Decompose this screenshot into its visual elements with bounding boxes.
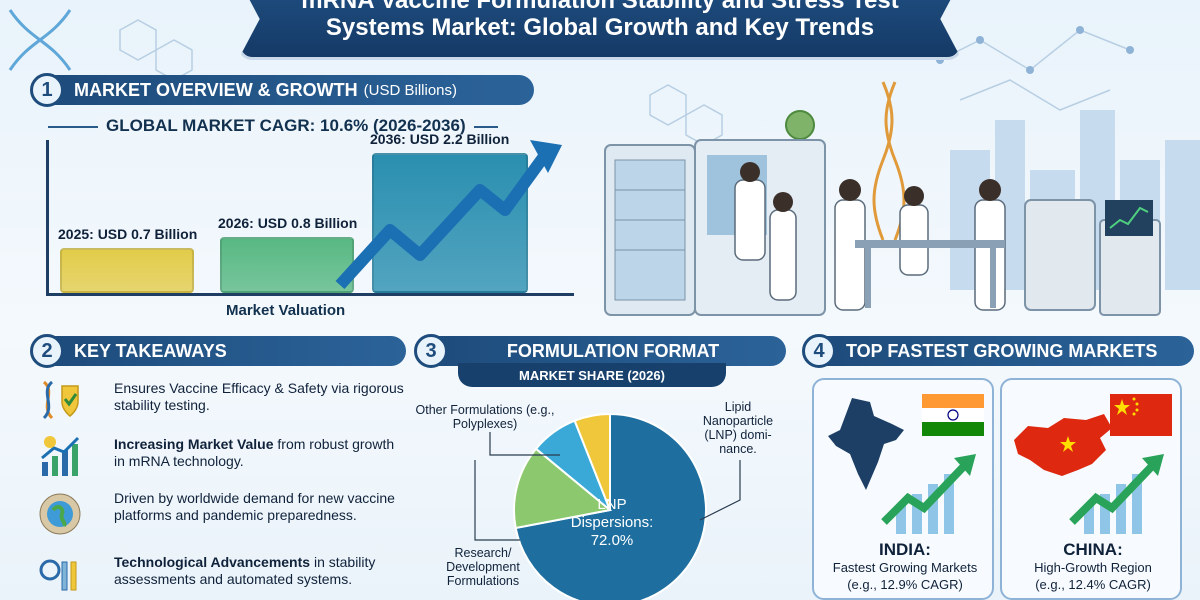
page-title-line-2: Systems Market: Global Growth and Key Tr… <box>325 14 875 41</box>
china-growth-icon <box>1069 454 1164 534</box>
formulation-pie-chart <box>513 412 707 600</box>
market-card-india: INDIA: Fastest Growing Markets (e.g., 12… <box>812 378 994 600</box>
takeaway-item-3-bold: Technological Advancements <box>114 554 311 570</box>
section-3-title-bar: FORMULATION FORMAT <box>438 336 786 366</box>
section-3-header: 3 FORMULATION FORMAT <box>414 333 786 369</box>
takeaway-item-0-text: Ensures Vaccine Efficacy & Safety via ri… <box>114 380 404 413</box>
globe-flags-icon <box>39 493 81 535</box>
takeaway-item-2-text: Driven by worldwide demand for new vacci… <box>114 490 395 523</box>
section-4-title-bar: TOP FASTEST GROWING MARKETS <box>826 336 1194 366</box>
takeaway-item-2: Driven by worldwide demand for new vacci… <box>114 490 404 524</box>
market-bar-1 <box>220 237 354 293</box>
section-2-title-bar: KEY TAKEAWAYS <box>54 336 406 366</box>
dna-shield-icon <box>42 380 79 420</box>
section-4-header: 4 TOP FASTEST GROWING MARKETS <box>802 333 1194 369</box>
chart-axis-title: Market Valuation <box>226 302 346 319</box>
market-bar-0 <box>60 248 194 293</box>
section-2-title: KEY TAKEAWAYS <box>74 340 227 361</box>
india-growth-icon <box>881 454 976 534</box>
section-1-number: 1 <box>30 73 64 107</box>
pie-slice-1 <box>513 447 613 530</box>
section-1-title: MARKET OVERVIEW & GROWTH <box>74 79 358 100</box>
india-map-icon <box>828 398 904 490</box>
china-flag-icon <box>1110 394 1172 436</box>
market-bar-label-2: 2036: USD 2.2 Billion <box>370 131 510 147</box>
lab-equipment-icon <box>39 559 77 591</box>
lab-scene-illustration <box>604 81 1161 316</box>
pie-center-line-2: Dispersions: <box>570 514 654 531</box>
pie-label-research: Research/ Development Formulations <box>446 546 520 588</box>
section-3-subtitle: MARKET SHARE (2026) <box>458 363 726 387</box>
section-3-number: 3 <box>414 334 448 368</box>
pie-center-label: LNP Dispersions: 72.0% <box>552 496 672 550</box>
section-4-title: TOP FASTEST GROWING MARKETS <box>846 340 1158 361</box>
market-card-china: CHINA: High-Growth Region (e.g., 12.4% C… <box>1000 378 1182 600</box>
takeaway-item-0: Ensures Vaccine Efficacy & Safety via ri… <box>114 380 404 414</box>
india-cagr: (e.g., 12.9% CAGR) <box>847 577 963 592</box>
page-title-line-1: mRNA Vaccine Formulation Stability and S… <box>301 0 899 14</box>
growth-arrow-icon <box>335 140 562 290</box>
india-flag-icon <box>922 394 984 436</box>
section-1-title-bar: MARKET OVERVIEW & GROWTH (USD Billions) <box>54 75 534 105</box>
chart-x-axis <box>46 293 574 296</box>
takeaway-item-1: Increasing Market Value from robust grow… <box>114 436 404 470</box>
pie-label-other: Other Formulations (e.g., Polyplexes) <box>415 403 555 431</box>
takeaway-item-1-text: from robust growth in mRNA technology. <box>114 436 395 469</box>
india-subtitle: Fastest Growing Markets <box>832 560 978 575</box>
china-title: CHINA: <box>1063 540 1123 559</box>
pie-center-line-1: LNP <box>597 496 627 513</box>
pie-slice-3 <box>573 412 611 511</box>
growth-chart-icon <box>41 436 80 476</box>
market-bar-label-1: 2026: USD 0.8 Billion <box>218 215 358 231</box>
takeaway-item-3: Technological Advancements in stability … <box>114 554 404 588</box>
takeaway-item-3-text: in stability assessments and automated s… <box>114 554 376 587</box>
takeaway-item-1-bold: Increasing Market Value <box>114 436 274 452</box>
india-title: INDIA: <box>879 540 931 559</box>
china-subtitle: High-Growth Region <box>1034 560 1152 575</box>
chart-y-axis <box>46 140 49 295</box>
section-1-unit: (USD Billions) <box>363 81 458 99</box>
china-cagr: (e.g., 12.4% CAGR) <box>1035 577 1151 592</box>
section-2-header: 2 KEY TAKEAWAYS <box>30 333 406 369</box>
pie-leader-lines <box>474 432 741 541</box>
section-3-title: FORMULATION FORMAT <box>506 340 720 361</box>
section-4-number: 4 <box>802 334 836 368</box>
cagr-label: GLOBAL MARKET CAGR: 10.6% (2026-2036) <box>98 116 474 136</box>
market-bar-label-0: 2025: USD 0.7 Billion <box>58 226 198 242</box>
pie-label-lnp-callout: Lipid Nanoparticle (LNP) domi- nance. <box>702 400 774 456</box>
section-2-number: 2 <box>30 334 64 368</box>
china-map-icon <box>1014 414 1112 476</box>
section-1-header: 1 MARKET OVERVIEW & GROWTH (USD Billions… <box>30 72 534 108</box>
pie-center-line-3: 72.0% <box>590 532 634 549</box>
title-banner: mRNA Vaccine Formulation Stability and S… <box>238 0 962 60</box>
